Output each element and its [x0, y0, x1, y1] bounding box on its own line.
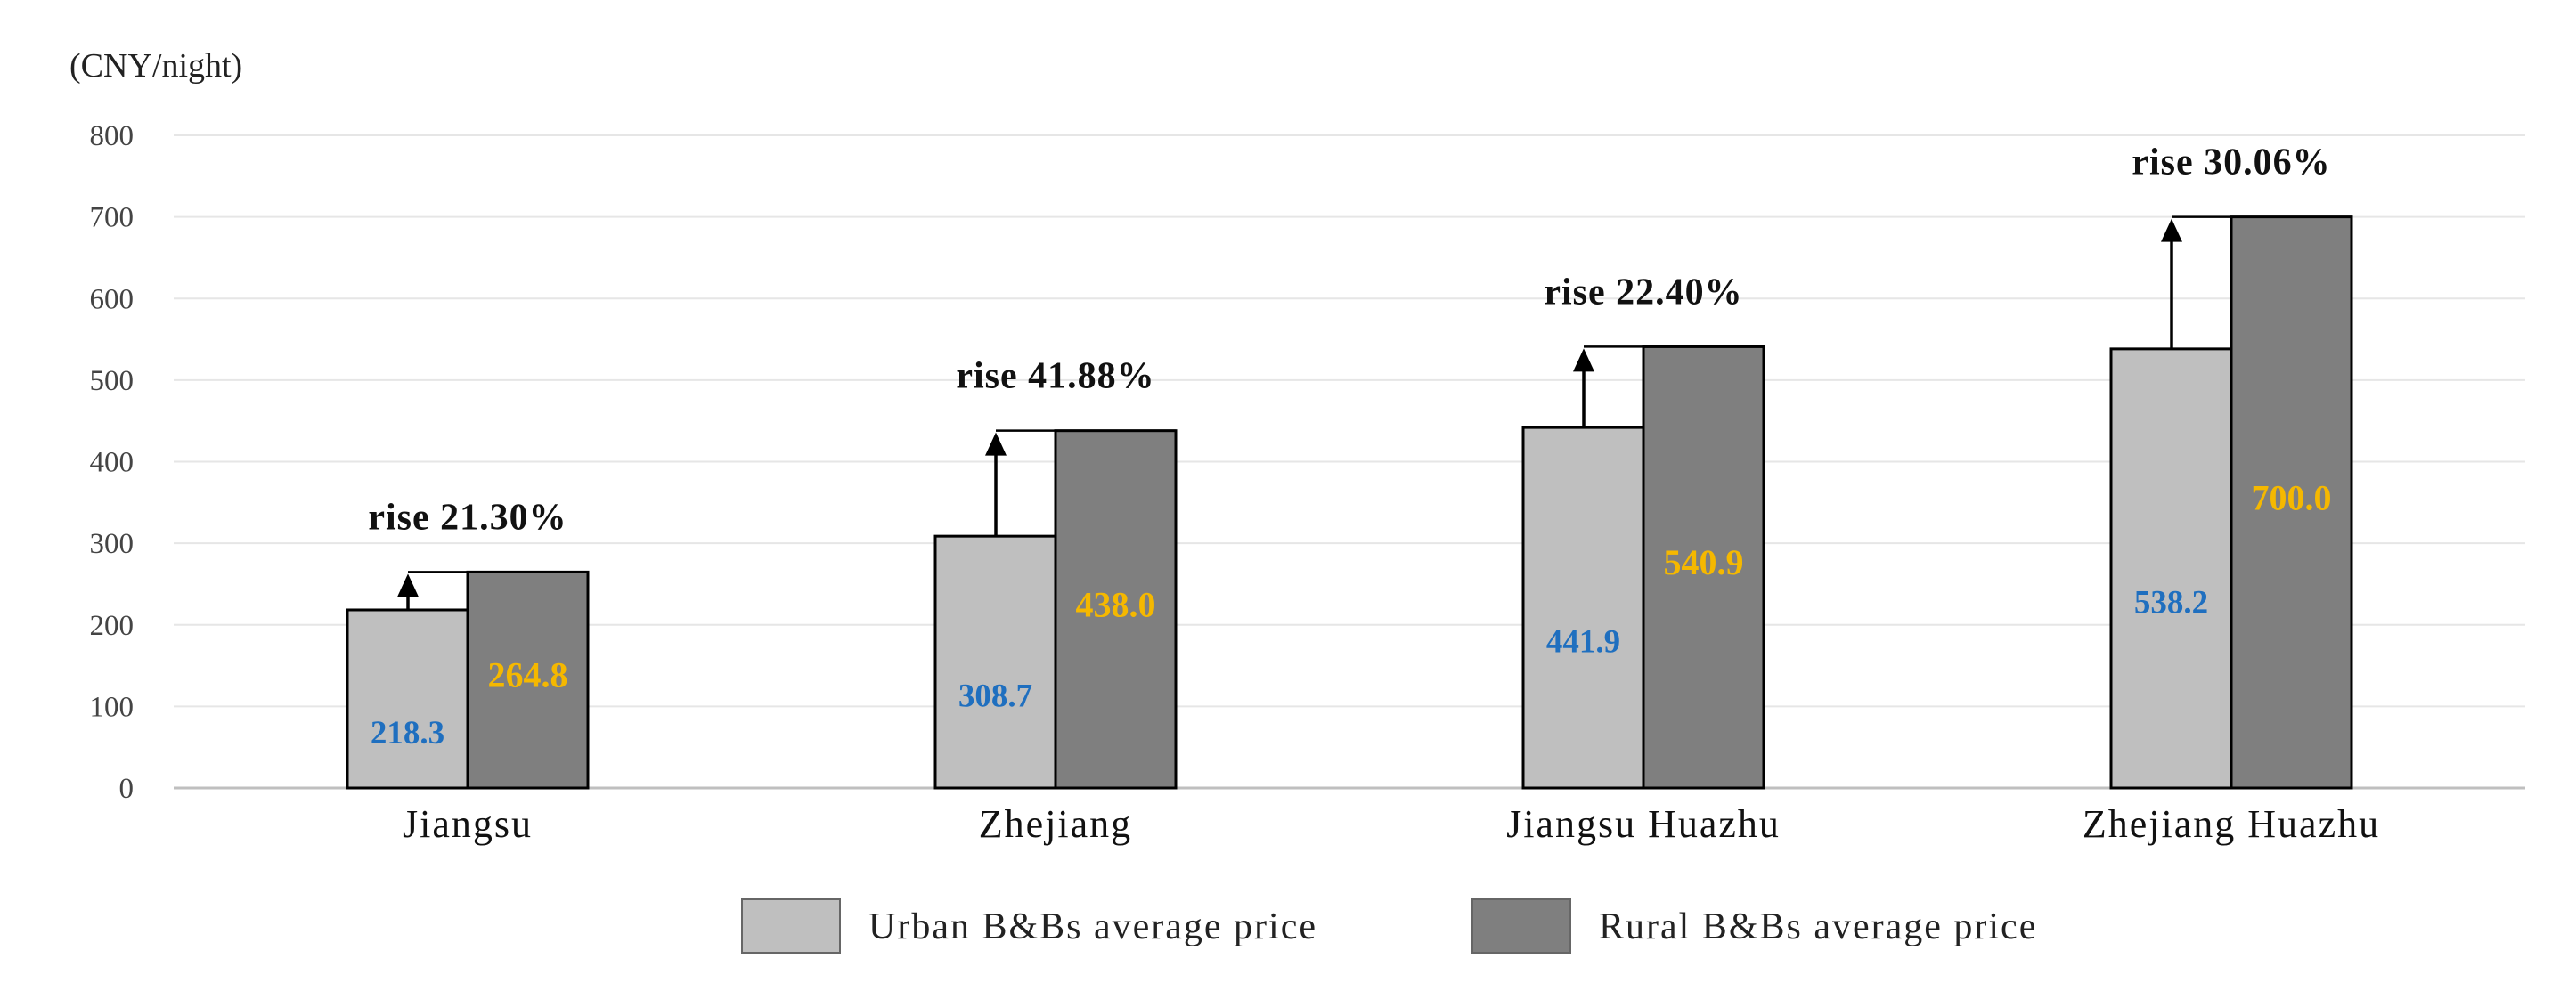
- value-label-urban: 218.3: [371, 715, 444, 751]
- value-label-rural: 540.9: [1664, 542, 1744, 582]
- legend: Urban B&Bs average price Rural B&Bs avera…: [741, 898, 2037, 954]
- arrow-up-icon: [1573, 348, 1594, 372]
- value-label-urban: 441.9: [1546, 624, 1620, 661]
- y-tick-label: 700: [90, 202, 135, 234]
- legend-item-rural: Rural B&Bs average price: [1471, 898, 2037, 954]
- legend-swatch: [741, 898, 841, 954]
- y-axis-ticks: 0 100 200 300 400 500 600 700 800: [90, 120, 135, 805]
- value-label-urban: 308.7: [958, 678, 1032, 715]
- bar-urban: [346, 608, 469, 790]
- rise-percentage-label: rise 21.30%: [368, 497, 567, 538]
- rise-percentage-label: rise 41.88%: [956, 356, 1154, 397]
- x-category-label: Jiangsu: [403, 802, 533, 846]
- x-axis-labels: Jiangsu Zhejiang Jiangsu Huazhu Zhejiang Hu…: [403, 802, 2380, 846]
- y-tick-label: 0: [119, 773, 135, 805]
- y-tick-label: 500: [90, 365, 135, 397]
- arrow-up-icon: [985, 432, 1007, 456]
- bar-urban: [933, 534, 1057, 790]
- bar-urban: [1521, 426, 1645, 790]
- y-tick-label: 600: [90, 283, 135, 315]
- arrow-up-icon: [2161, 218, 2182, 242]
- bar-rural: [1054, 429, 1178, 790]
- y-tick-label: 800: [90, 120, 135, 152]
- bar-urban: [2109, 347, 2233, 790]
- y-axis-unit-label: (CNY/night): [69, 47, 242, 85]
- value-label-rural: 438.0: [1076, 584, 1156, 624]
- y-tick-label: 100: [90, 691, 135, 723]
- legend-label: Rural B&Bs average price: [1599, 906, 2037, 947]
- x-category-label: Zhejiang Huazhu: [2083, 802, 2380, 846]
- rise-percentage-label: rise 22.40%: [1544, 272, 1742, 313]
- x-category-label: Zhejiang: [979, 802, 1132, 846]
- value-label-rural: 264.8: [488, 655, 568, 695]
- legend-item-urban: Urban B&Bs average price: [741, 898, 1317, 954]
- rise-annotations: rise 21.30% rise 41.88% rise 22.40% rise 30…: [368, 142, 2352, 610]
- bar-rural: [2230, 215, 2353, 790]
- bar-rural: [1642, 345, 1765, 790]
- bar-rural: [466, 570, 590, 790]
- rise-percentage-label: rise 30.06%: [2132, 142, 2330, 183]
- legend-label: Urban B&Bs average price: [868, 906, 1317, 947]
- bars: 218.3 264.8 308.7 438.0 441.9 540.9 538.2 700.0: [346, 215, 2353, 790]
- y-tick-label: 200: [90, 610, 135, 642]
- legend-swatch: [1471, 898, 1571, 954]
- value-label-rural: 700.0: [2252, 477, 2332, 517]
- x-category-label: Jiangsu Huazhu: [1506, 802, 1781, 846]
- value-label-urban: 538.2: [2134, 584, 2208, 621]
- y-tick-label: 300: [90, 528, 135, 560]
- y-tick-label: 400: [90, 447, 135, 479]
- arrow-up-icon: [397, 573, 419, 597]
